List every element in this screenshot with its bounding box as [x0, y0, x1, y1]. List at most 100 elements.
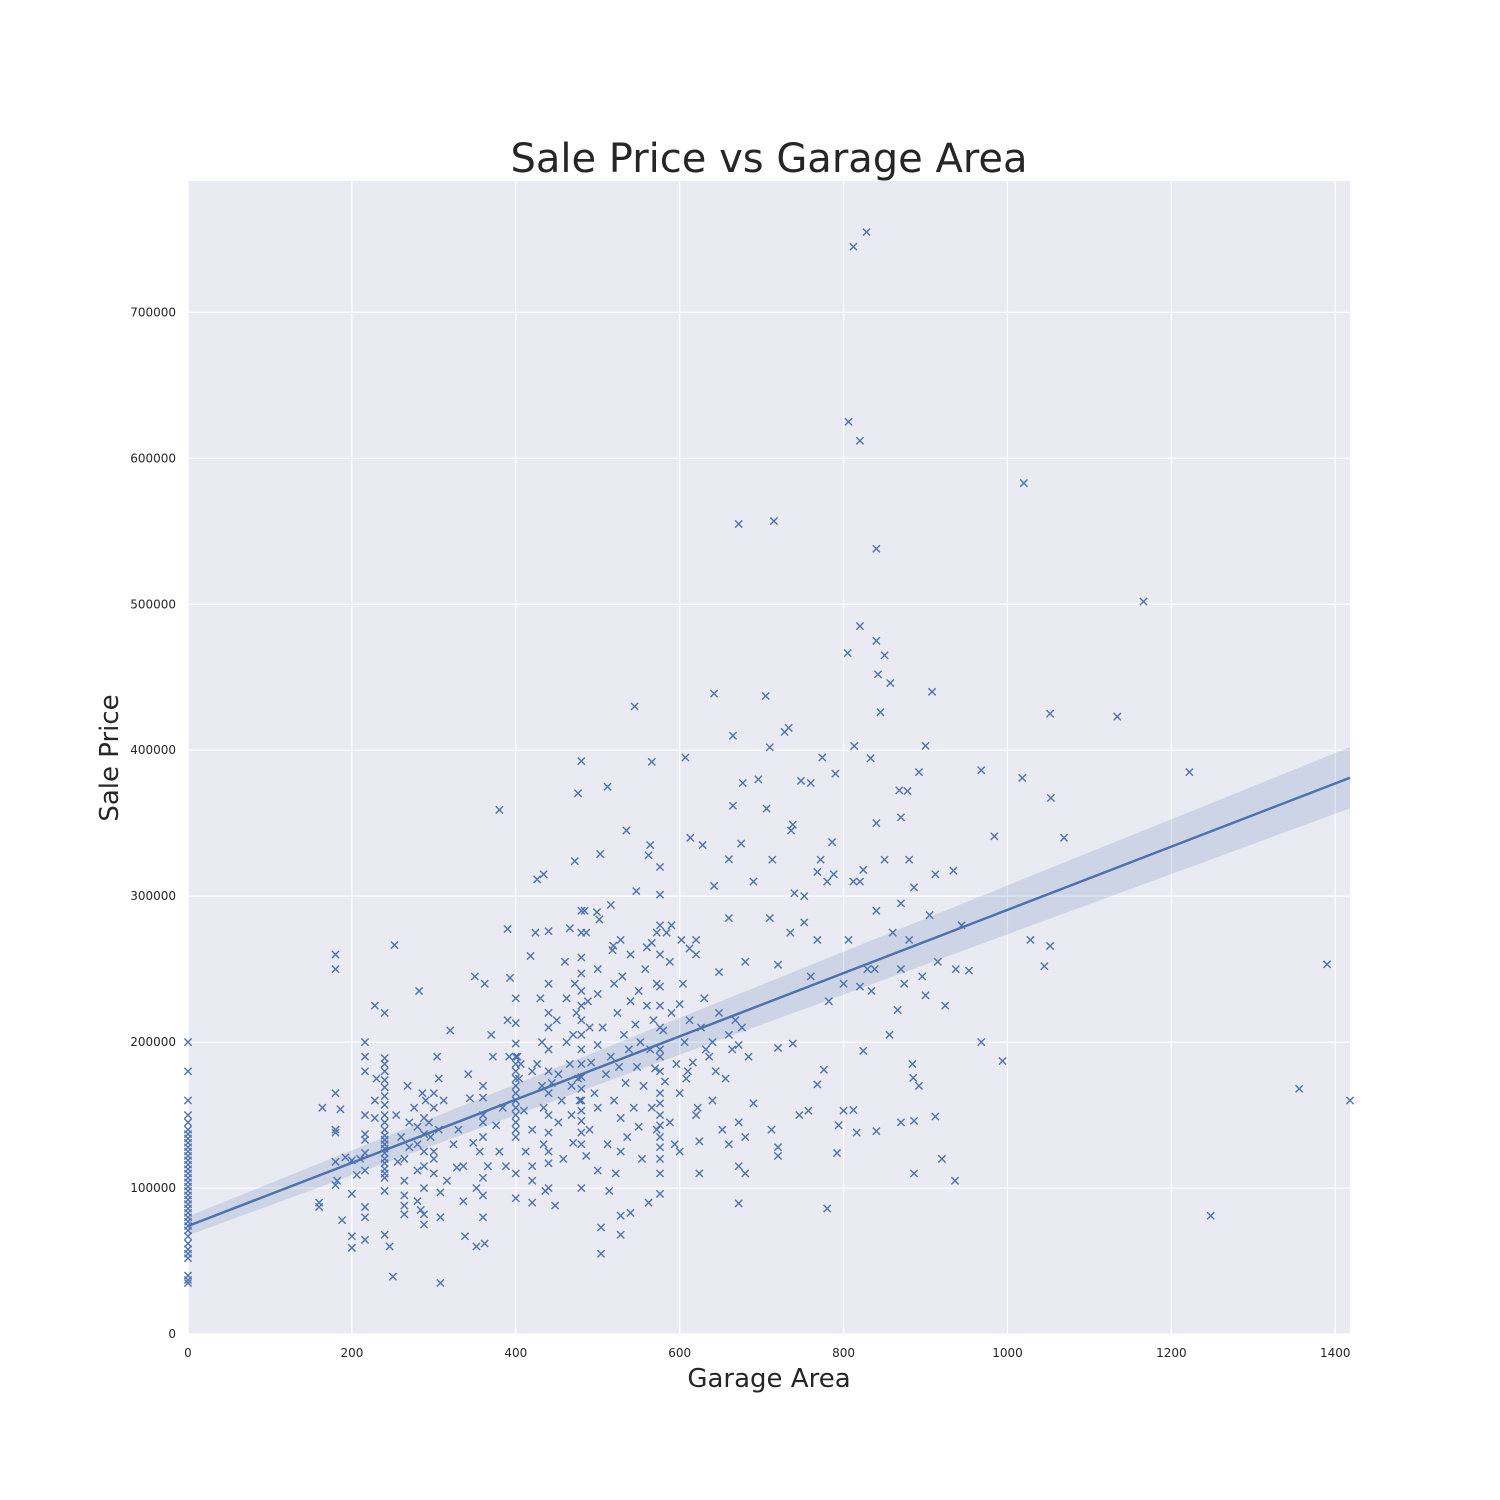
data-point [360, 1148, 370, 1158]
data-point [908, 1059, 917, 1069]
data-point [577, 1059, 586, 1069]
data-point [675, 1147, 684, 1156]
data-point [937, 1154, 947, 1163]
data-point [641, 965, 650, 974]
data-point [773, 960, 783, 969]
data-point [680, 1038, 689, 1047]
data-point [839, 1106, 848, 1115]
data-point [511, 994, 520, 1003]
data-point [905, 855, 914, 864]
data-point [183, 1239, 193, 1248]
data-point [183, 1096, 193, 1105]
data-point [554, 1070, 563, 1079]
data-point [511, 1089, 520, 1098]
data-point [909, 1073, 918, 1082]
data-point [695, 1169, 704, 1178]
data-point [724, 1030, 733, 1039]
data-point [714, 1008, 724, 1018]
data-point [603, 1140, 612, 1149]
data-point [514, 1074, 524, 1083]
data-point [331, 1089, 340, 1098]
data-point [400, 1210, 409, 1219]
data-point [931, 1112, 940, 1121]
data-point [183, 1232, 193, 1241]
data-point [596, 849, 605, 859]
data-point [492, 1121, 501, 1130]
data-point [503, 1016, 512, 1025]
data-point [511, 1194, 520, 1203]
data-point [511, 1067, 520, 1076]
data-point [446, 1026, 455, 1035]
data-point [360, 1202, 370, 1212]
data-point [710, 689, 719, 698]
data-point [893, 1005, 902, 1015]
data-point [863, 965, 872, 974]
data-point [655, 1121, 665, 1130]
data-point [655, 950, 665, 959]
data-point [488, 1052, 497, 1061]
data-point [850, 741, 859, 751]
data-point [442, 1176, 452, 1185]
data-point [511, 1074, 520, 1083]
data-point [380, 1008, 389, 1018]
chart-title-group: Sale Price vs Garage Area [510, 136, 1027, 182]
data-point [592, 908, 602, 917]
data-point [655, 921, 665, 930]
data-point [655, 1132, 665, 1142]
data-point [380, 1092, 389, 1101]
data-point [905, 935, 914, 945]
data-point [711, 1067, 720, 1076]
data-point [721, 1074, 730, 1083]
x-tick-label: 1400 [1320, 1346, 1351, 1360]
data-point [606, 1052, 615, 1061]
data-point [1113, 712, 1122, 721]
data-point [593, 1166, 602, 1175]
data-point [183, 1226, 193, 1235]
data-point [419, 1162, 429, 1171]
data-point [400, 1201, 409, 1210]
data-point [472, 1183, 481, 1193]
data-point [724, 1140, 733, 1149]
data-point [511, 1169, 520, 1178]
data-point [380, 1186, 389, 1196]
data-point [737, 1023, 747, 1032]
data-point [593, 1040, 602, 1050]
data-point [885, 1030, 894, 1039]
data-point [880, 651, 889, 660]
data-point [734, 1162, 743, 1171]
data-point [429, 1169, 438, 1178]
data-point [828, 838, 837, 847]
data-point [998, 1056, 1007, 1066]
data-point [380, 1054, 389, 1063]
data-point [786, 928, 795, 937]
data-point [577, 969, 586, 978]
data-point [360, 1129, 370, 1139]
y-tick-label: 500000 [130, 597, 176, 611]
data-point [410, 1103, 419, 1112]
data-point [636, 1038, 645, 1047]
data-point [655, 1099, 665, 1108]
data-point [511, 1019, 520, 1028]
data-point [824, 997, 833, 1006]
data-point [577, 1045, 586, 1054]
data-point [665, 957, 674, 966]
data-point [605, 1186, 614, 1196]
data-point [813, 1080, 822, 1089]
data-point [439, 1096, 448, 1105]
data-point [667, 1008, 676, 1018]
data-point [459, 1162, 468, 1171]
data-point [436, 1278, 445, 1288]
data-point [183, 1254, 193, 1263]
data-point [478, 1173, 488, 1182]
data-point [544, 1147, 553, 1156]
data-point [544, 1128, 553, 1137]
data-point [183, 1278, 193, 1288]
data-point [816, 855, 825, 864]
data-point [909, 1116, 919, 1126]
data-point [977, 766, 986, 775]
data-point [800, 892, 809, 901]
data-point [896, 899, 906, 908]
data-point [511, 1081, 520, 1090]
data-point [619, 1030, 629, 1039]
y-tick-label: 600000 [130, 451, 176, 465]
